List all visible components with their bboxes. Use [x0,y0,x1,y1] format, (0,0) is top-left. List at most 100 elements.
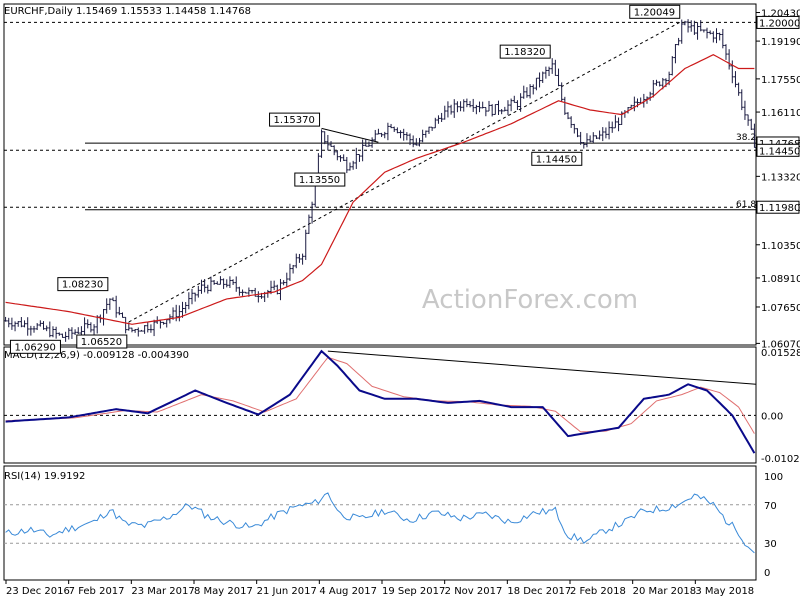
ohlc-bar [544,66,548,79]
ohlc-bar [351,160,355,170]
annotation-box [531,151,583,166]
main-y-tick-label: 1.19190 [761,37,800,48]
ohlc-bar [617,117,621,132]
ohlc-bar [57,332,61,336]
ohlc-bar [345,156,349,174]
ohlc-bar [294,253,298,269]
ohlc-bar [108,298,112,310]
ohlc-bar [752,123,756,148]
ohlc-bar [70,327,74,339]
ohlc-bar [32,325,36,333]
ohlc-bar [724,44,728,60]
ohlc-bar [711,31,715,43]
ohlc-bar [673,44,677,64]
ohlc-bar [199,279,203,294]
ohlc-bar [522,85,526,99]
main-y-tick-label: 1.07650 [761,303,800,314]
rsi-y-tick-label: 100 [764,472,783,483]
ohlc-bar [749,118,753,131]
ohlc-bar [73,329,77,335]
ohlc-bar [632,96,636,112]
annotation-label: 1.06290 [14,342,55,353]
fib-label: 61.8 [736,200,756,210]
ohlc-bar [19,317,23,328]
main-y-tick-label: 1.16110 [761,108,800,119]
ohlc-bar [699,20,703,32]
macd-trendline [327,350,757,385]
ohlc-bar [111,297,115,302]
ohlc-bar [553,59,557,76]
ohlc-bar [41,321,45,330]
macd-y-tick-label: 0.015288 [761,348,800,359]
ohlc-bar [651,79,655,98]
ohlc-bar [604,127,608,139]
moving-average-line [5,54,755,325]
ohlc-bar [218,276,222,285]
ohlc-bar [130,327,134,333]
ohlc-bar [670,56,674,76]
ohlc-bar [190,288,194,305]
ohlc-bar [282,280,286,286]
ohlc-bar [215,281,219,285]
ohlc-bar [560,82,564,102]
ohlc-bar [370,137,374,148]
ohlc-bar [332,145,336,156]
ohlc-bar [478,101,482,113]
ohlc-bar [193,292,197,302]
ohlc-bar [275,284,279,295]
ohlc-bar [329,141,333,147]
ohlc-bar [187,292,191,310]
price-mark-label: 1.11980 [759,203,800,214]
ohlc-bar [446,101,450,118]
ohlc-bar [436,115,440,124]
macd-panel-frame [3,346,757,464]
x-tick-label: 20 Mar 2018 [633,586,696,597]
main-y-tick-label: 1.08910 [761,274,800,285]
ohlc-bar [4,316,8,322]
ohlc-bar [696,22,700,40]
ohlc-bar [241,289,245,296]
ohlc-bar [212,279,216,285]
ohlc-bar [440,112,444,123]
ohlc-bar [367,141,371,147]
rsi-panel-frame [3,465,757,581]
ohlc-bar [538,72,542,88]
price-mark-box [756,15,800,29]
ohlc-bar [323,131,327,145]
ohlc-bar [563,96,567,115]
ohlc-bar [471,98,475,112]
ohlc-bar [117,306,121,316]
ohlc-bar [534,77,538,91]
ohlc-bar [715,28,719,44]
ohlc-bar [335,150,339,161]
annotation-label: 1.13550 [299,175,340,186]
x-tick-label: 21 Jun 2017 [257,586,317,597]
ohlc-bar [702,29,706,33]
ohlc-bar [26,317,30,336]
x-tick-label: 4 Aug 2017 [319,586,377,597]
ohlc-bar [364,139,368,147]
macd-line [5,349,756,454]
rsi-y-tick-label: 70 [764,501,777,512]
rsi-y-tick-label: 0 [764,568,770,579]
ohlc-bar [512,95,516,103]
ohlc-bar [500,109,504,115]
ohlc-bar [484,106,488,117]
ohlc-bar [48,321,52,338]
ohlc-bar [598,130,602,140]
macd-title: MACD(12,26,9) -0.009128 -0.004390 [4,350,189,361]
annotation-box [294,172,346,187]
ohlc-bar [143,325,147,334]
annotation-box [269,112,321,127]
ohlc-bar [443,105,447,120]
ohlc-bar [613,115,617,129]
ohlc-bar [234,276,238,292]
annotation-label: 1.18320 [504,47,545,58]
ohlc-bar [402,128,406,141]
main-y-tick-label: 1.20430 [761,9,800,20]
ohlc-bar [503,106,507,112]
ohlc-bar [256,291,260,303]
x-tick-label: 18 Dec 2017 [507,586,571,597]
ohlc-bar [181,301,185,318]
